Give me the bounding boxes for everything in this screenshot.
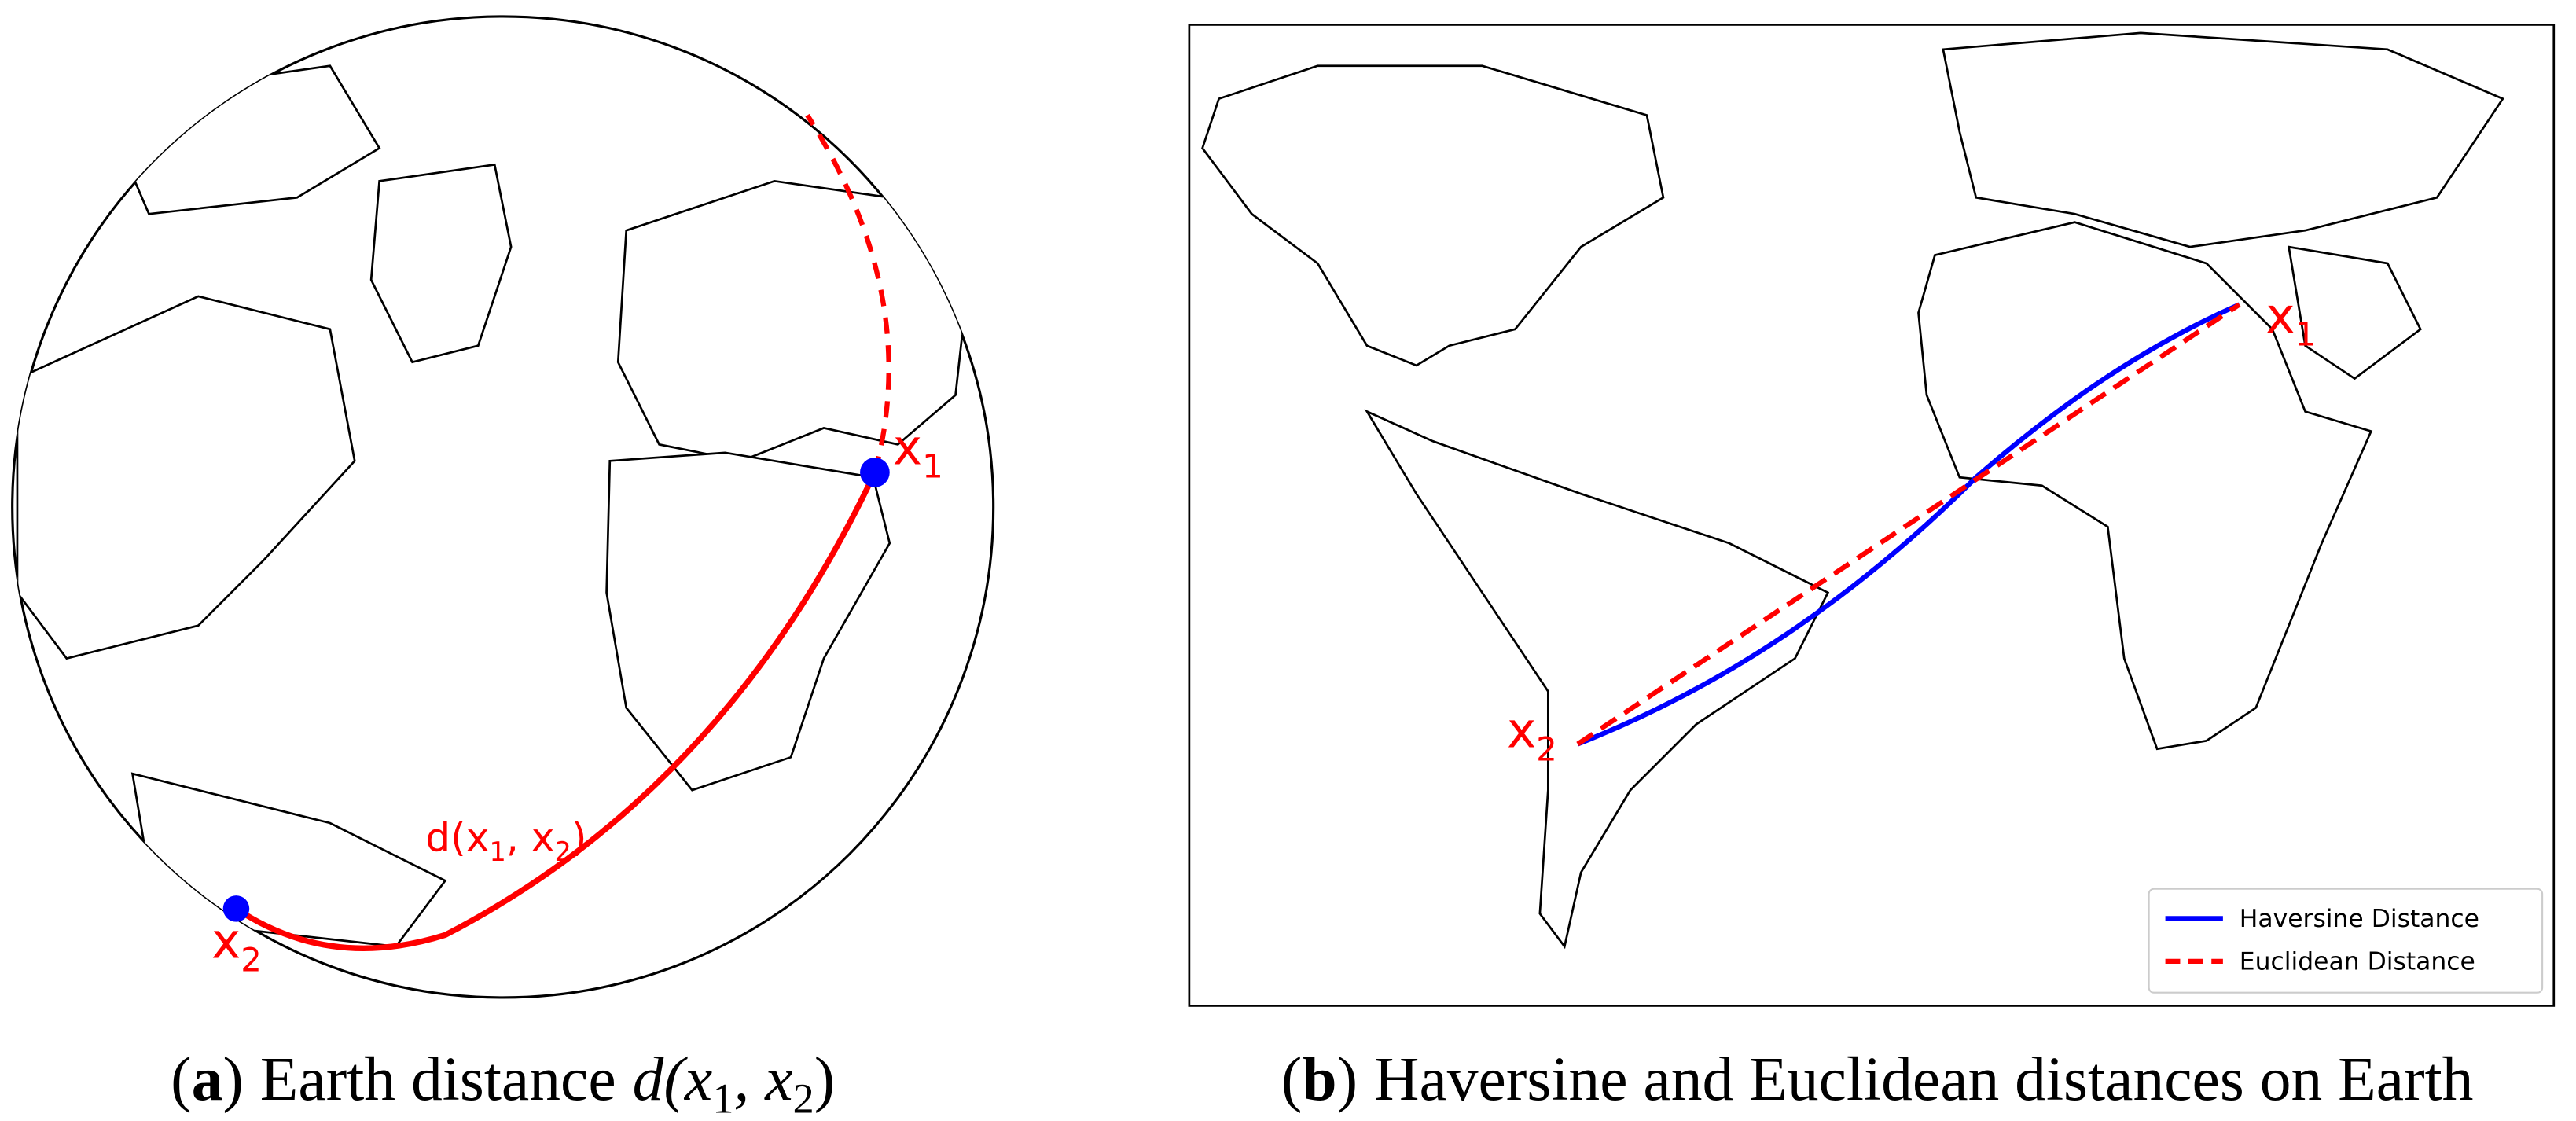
text-part: x [893,419,922,476]
map-land [1201,31,2504,950]
legend-label: Haversine Distance [2240,905,2479,933]
text-part: 2 [555,836,571,867]
text-part: 1 [712,1075,733,1121]
text-part: 2 [241,940,262,979]
point-x1 [860,458,890,487]
text-part: Haversine and Euclidean distances on Ear… [1374,1045,2473,1114]
text-part: ) [571,814,587,861]
label-x2: x2 [1507,702,1557,769]
text-part: d(x [425,814,489,861]
arc-continuation [805,113,891,473]
text-part: Earth distance [260,1045,616,1114]
distance-label: d(x1, x2) [425,814,586,868]
legend-label: Euclidean Distance [2240,947,2475,976]
text-part: x [2265,287,2295,344]
globe-panel: x1 x2 d(x1, x2) [11,15,995,999]
text-part: d(x [633,1045,713,1114]
label-x1: x1 [2265,287,2316,354]
text-part: 1 [490,836,506,867]
map-panel: x1 x2 Haversine Distance Euclidean Dista… [1188,24,2556,1007]
legend-box [2148,888,2544,994]
text-part: 2 [793,1075,814,1121]
legend: Haversine Distance Euclidean Distance [2148,888,2544,994]
caption-a: (a) Earth distance d(x1, x2) [171,1045,835,1121]
text-part: a [192,1045,223,1114]
text-part: ( [1281,1045,1303,1114]
euclidean-path [1576,302,2241,747]
text-part: , x [506,814,555,861]
point-x2 [222,895,250,922]
text-part: 1 [2295,315,2316,354]
text-part: x [211,913,241,970]
text-part: , x [733,1045,792,1114]
text-part: x [1507,702,1536,759]
text-part: ) [1337,1045,1358,1114]
great-circle-arc [234,471,878,951]
text-part: ( [171,1045,191,1114]
caption-b: (b) Haversine and Euclidean distances on … [1281,1045,2474,1114]
label-x2: x2 [211,913,262,979]
text-part: ) [222,1045,244,1114]
text-part: b [1302,1045,1336,1114]
label-x1: x1 [893,419,943,486]
text-part: 1 [922,447,943,485]
text-part: 2 [1536,730,1557,768]
text-part: ) [814,1045,836,1114]
